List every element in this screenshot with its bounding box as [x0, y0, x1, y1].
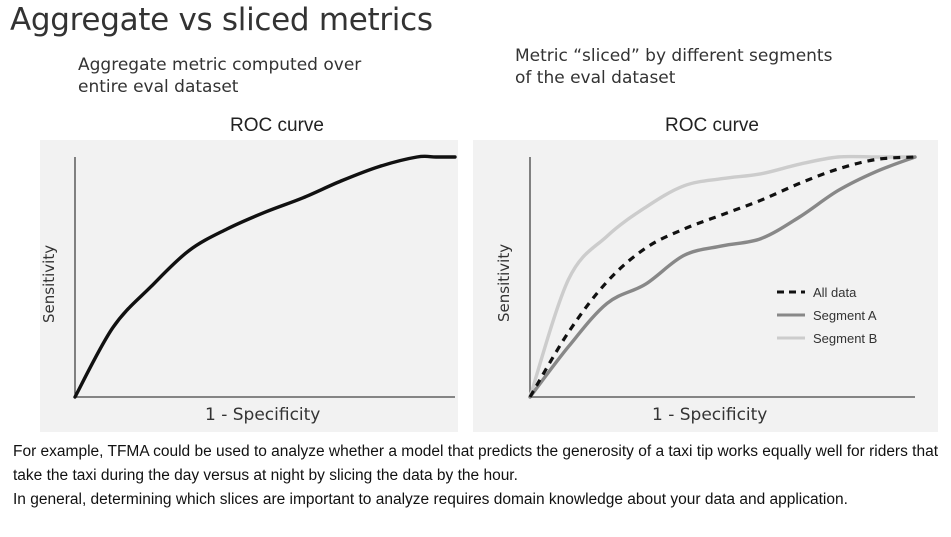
- right-subtitle-line-2: of the eval dataset: [515, 68, 676, 88]
- left-chart-subtitle: Aggregate metric computed over entire ev…: [78, 54, 361, 98]
- legend-label-segment-a: Segment A: [813, 308, 877, 323]
- caption-paragraph-1: For example, TFMA could be used to analy…: [13, 443, 939, 484]
- left-y-axis-label: Sensitivity: [40, 244, 58, 323]
- left-roc-chart: [73, 154, 457, 399]
- left-subtitle-line-2: entire eval dataset: [78, 77, 239, 97]
- left-chart-title: ROC curve: [230, 115, 324, 136]
- right-series-line-segment-a: [528, 155, 917, 399]
- right-series-line-all-data: [528, 155, 916, 398]
- left-x-axis-label: 1 - Specificity: [205, 405, 321, 425]
- slide-title: Aggregate vs sliced metrics: [10, 2, 433, 38]
- right-x-axis-label: 1 - Specificity: [652, 405, 768, 425]
- right-subtitle-line-1: Metric “sliced” by different segments: [515, 46, 833, 66]
- right-roc-chart: All data Segment A Segment B: [528, 154, 917, 399]
- caption-paragraph-2: In general, determining which slices are…: [13, 491, 848, 508]
- legend-label-all-data: All data: [813, 285, 857, 300]
- right-chart-subtitle: Metric “sliced” by different segments of…: [515, 45, 832, 89]
- left-series-line-series-0: [73, 154, 457, 399]
- right-y-axis-label: Sensitivity: [495, 243, 513, 322]
- caption: For example, TFMA could be used to analy…: [13, 440, 943, 512]
- right-chart-background: [473, 140, 938, 432]
- left-chart-background: [40, 140, 458, 432]
- left-subtitle-line-1: Aggregate metric computed over: [78, 55, 362, 75]
- right-series-line-segment-b: [528, 154, 917, 399]
- right-chart-title: ROC curve: [665, 115, 759, 136]
- legend-label-segment-b: Segment B: [813, 331, 877, 346]
